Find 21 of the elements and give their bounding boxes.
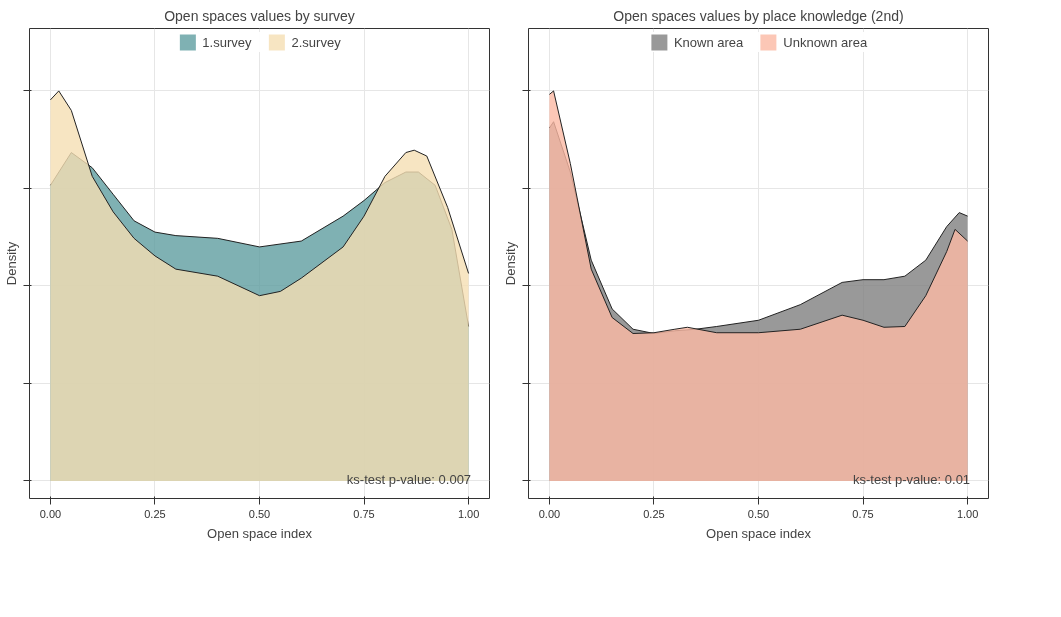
- chart-title: Open spaces values by survey: [164, 7, 355, 24]
- chart-title: Open spaces values by place knowledge (2nd): [613, 7, 904, 24]
- x-tick-label: 0.00: [39, 507, 62, 520]
- legend-label: Unknown area: [783, 34, 868, 50]
- x-axis-title: Open space index: [207, 525, 313, 541]
- x-tick-label: 0.25: [643, 507, 665, 520]
- legend-label: 2.survey: [291, 34, 341, 50]
- x-tick-label: 1.00: [956, 507, 979, 520]
- legend-label: Known area: [673, 34, 744, 50]
- x-axis-title: Open space index: [706, 525, 812, 541]
- x-tick-label: 0.50: [747, 507, 770, 520]
- legend-label: 1.survey: [202, 34, 252, 50]
- y-axis-title: Density: [502, 241, 518, 286]
- y-axis-title: Density: [3, 241, 19, 286]
- x-tick-label: 0.50: [248, 507, 271, 520]
- x-tick-label: 0.75: [353, 507, 375, 520]
- annotation: ks-test p-value: 0.007: [346, 471, 472, 487]
- x-tick-label: 0.00: [538, 507, 561, 520]
- x-tick-label: 0.25: [144, 507, 166, 520]
- x-tick-label: 1.00: [457, 507, 480, 520]
- x-tick-label: 0.75: [852, 507, 874, 520]
